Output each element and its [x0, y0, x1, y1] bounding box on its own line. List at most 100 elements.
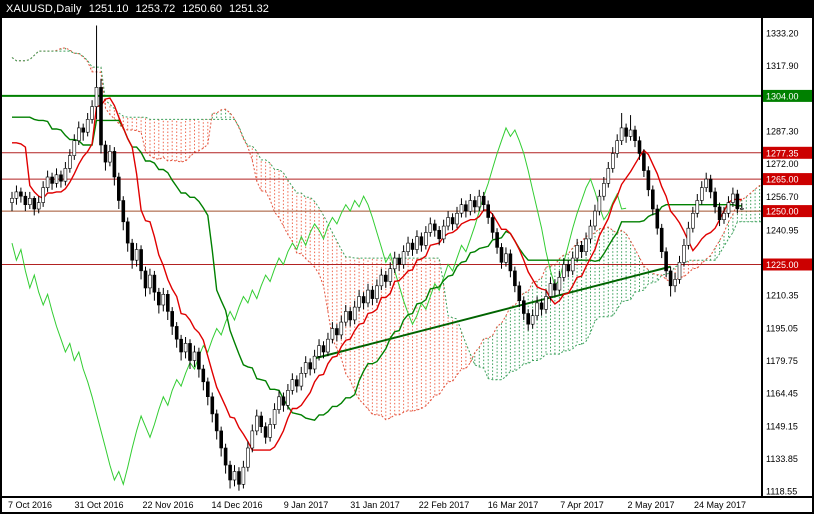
candle-up: [602, 183, 606, 197]
candle-up: [530, 315, 535, 325]
candle-up: [401, 251, 406, 265]
candle-down: [370, 289, 375, 299]
trendline[interactable]: [314, 265, 671, 360]
x-axis-label: 7 Oct 2016: [8, 500, 52, 510]
candle-down: [130, 242, 134, 261]
candle-up: [388, 268, 393, 282]
candle-down: [717, 206, 722, 220]
candle-down: [112, 151, 117, 178]
x-axis-label: 22 Feb 2017: [419, 500, 470, 510]
candle-down: [553, 283, 557, 291]
chart-title-bar: XAUUSD,Daily 1251.10 1253.72 1250.60 125…: [0, 0, 814, 18]
candle-down: [642, 153, 646, 171]
candle-up: [72, 140, 77, 156]
candle-down: [383, 274, 388, 282]
candle-up: [45, 176, 50, 188]
symbol-timeframe-label: XAUUSD,Daily: [6, 3, 82, 15]
candle-up: [246, 447, 250, 468]
candle-up: [544, 296, 548, 310]
candle-up: [63, 168, 68, 182]
candle-up: [731, 193, 735, 203]
plot-content: [2, 25, 761, 491]
candle-down: [125, 221, 130, 244]
candle-up: [183, 343, 188, 353]
candle-down: [659, 227, 664, 252]
senkou-span-a: [11, 47, 761, 421]
candle-up: [148, 274, 152, 289]
candle-up: [468, 200, 473, 212]
candle-up: [699, 187, 704, 201]
candle-up: [561, 264, 566, 278]
candle-up: [108, 151, 112, 163]
candle-up: [704, 178, 709, 188]
candle-down: [579, 245, 584, 253]
candle-down: [450, 217, 455, 225]
candle-down: [335, 328, 339, 336]
x-axis-label: 31 Oct 2016: [74, 500, 123, 510]
y-axis-label: 1333.20: [766, 29, 799, 39]
candle-down: [117, 176, 121, 201]
candle-up: [352, 306, 357, 321]
candle-up: [570, 257, 575, 272]
candle-down: [566, 264, 571, 272]
candle-down: [419, 236, 424, 246]
candle-down: [19, 191, 23, 197]
candle-up: [90, 106, 94, 120]
candle-up: [610, 153, 615, 169]
quote-close-value: 1251.32: [229, 3, 269, 15]
x-axis-label: 22 Nov 2016: [142, 500, 193, 510]
candle-up: [593, 210, 597, 227]
candle-down: [650, 189, 655, 210]
candle-up: [584, 238, 588, 252]
candle-up: [628, 129, 633, 137]
candle-up: [588, 225, 593, 240]
y-axis-label: 1210.35: [766, 291, 799, 301]
candle-up: [615, 140, 620, 154]
candle-down: [664, 251, 668, 272]
candle-up: [597, 195, 602, 212]
candle-down: [321, 345, 326, 353]
y-axis-label: 1256.70: [766, 192, 799, 202]
candle-up: [290, 379, 295, 391]
candle-up: [406, 242, 410, 252]
candle-up: [441, 225, 446, 240]
price-level-badge-label: 1265.00: [766, 175, 799, 185]
candle-up: [739, 208, 744, 210]
candle-up: [303, 362, 308, 374]
candle-up: [10, 198, 14, 203]
candle-up: [392, 257, 397, 270]
price-level-badge: [763, 258, 812, 271]
candle-up: [85, 119, 90, 133]
x-axis-label: 2 May 2017: [627, 500, 674, 510]
candle-down: [495, 232, 499, 248]
candle-down: [508, 253, 513, 272]
candle-up: [161, 293, 166, 306]
candle-down: [397, 257, 402, 265]
candle-up: [286, 390, 290, 406]
y-axis-label: 1149.15: [766, 421, 798, 431]
candle-up: [455, 213, 459, 225]
candle-up: [686, 227, 691, 246]
candle-up: [504, 253, 508, 263]
x-axis-label: 14 Dec 2016: [211, 500, 262, 510]
candle-down: [103, 144, 108, 163]
candle-up: [695, 200, 700, 214]
y-axis-label: 1164.45: [766, 389, 798, 399]
candle-down: [170, 311, 174, 327]
candle-up: [250, 430, 255, 449]
candle-down: [206, 381, 210, 397]
candle-up: [268, 424, 272, 438]
candle-down: [219, 430, 223, 449]
candle-up: [326, 338, 330, 353]
candle-down: [735, 193, 740, 210]
price-level-badge: [763, 146, 812, 159]
y-axis-label: 1179.75: [766, 356, 798, 366]
candle-up: [94, 87, 99, 107]
candle-down: [174, 326, 179, 340]
candle-down: [486, 204, 491, 218]
x-axis-label: 16 Mar 2017: [488, 500, 539, 510]
candle-down: [223, 447, 228, 466]
candle-down: [668, 270, 673, 287]
x-axis-label: 31 Jan 2017: [350, 500, 400, 510]
